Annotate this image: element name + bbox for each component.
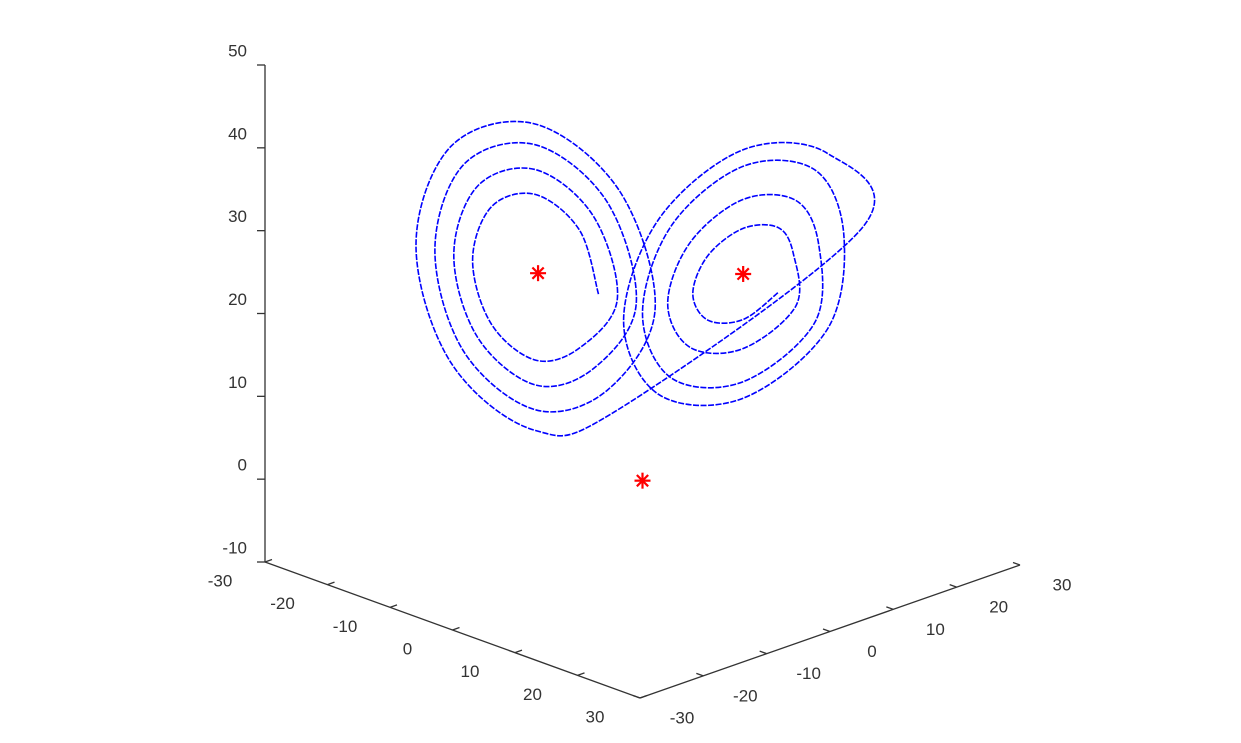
- x-tick-label: 30: [586, 707, 605, 726]
- y-tick: [949, 584, 957, 588]
- marker-stroke: [531, 266, 545, 280]
- x-tick: [577, 672, 585, 676]
- y-tick: [1012, 561, 1021, 566]
- y-tick-label: 0: [867, 642, 876, 661]
- x-tick-label: 0: [403, 639, 412, 658]
- x-tick: [389, 604, 398, 608]
- y-tick: [632, 694, 641, 699]
- y-tick-label: -20: [733, 686, 758, 705]
- x-tick: [452, 626, 460, 631]
- z-tick-label: -10: [222, 538, 247, 557]
- equilibrium-marker: [530, 265, 547, 282]
- z-tick-label: 30: [228, 207, 247, 226]
- trajectory: [415, 120, 876, 437]
- equilibrium-marker: [634, 472, 651, 489]
- x-tick: [514, 649, 523, 654]
- x-tick-label: -30: [208, 571, 233, 590]
- x-tick: [639, 694, 648, 699]
- y-tick: [696, 672, 704, 677]
- y-tick: [886, 606, 894, 610]
- x-tick-label: -10: [333, 617, 358, 636]
- x-tick: [264, 558, 273, 563]
- marker-stroke: [736, 267, 750, 281]
- marker-stroke: [636, 474, 649, 488]
- z-tick-label: 20: [228, 290, 247, 309]
- y-tick-label: -10: [796, 664, 821, 683]
- y-tick-label: 20: [989, 598, 1008, 617]
- y-tick-label: 10: [926, 620, 945, 639]
- z-tick-label: 40: [228, 124, 247, 143]
- y-tick-label: 30: [1053, 575, 1072, 594]
- z-tick-label: 10: [228, 373, 247, 392]
- x-tick-label: 20: [523, 685, 542, 704]
- y-tick: [759, 650, 767, 655]
- x-tick: [327, 581, 335, 586]
- x-tick-label: -20: [270, 594, 295, 613]
- x-tick-label: 10: [461, 662, 480, 681]
- y-tick-label: -30: [670, 708, 695, 727]
- y-tick: [822, 628, 831, 633]
- z-tick-label: 50: [228, 41, 247, 60]
- z-tick-label: 0: [238, 456, 247, 475]
- equilibrium-marker: [735, 265, 752, 282]
